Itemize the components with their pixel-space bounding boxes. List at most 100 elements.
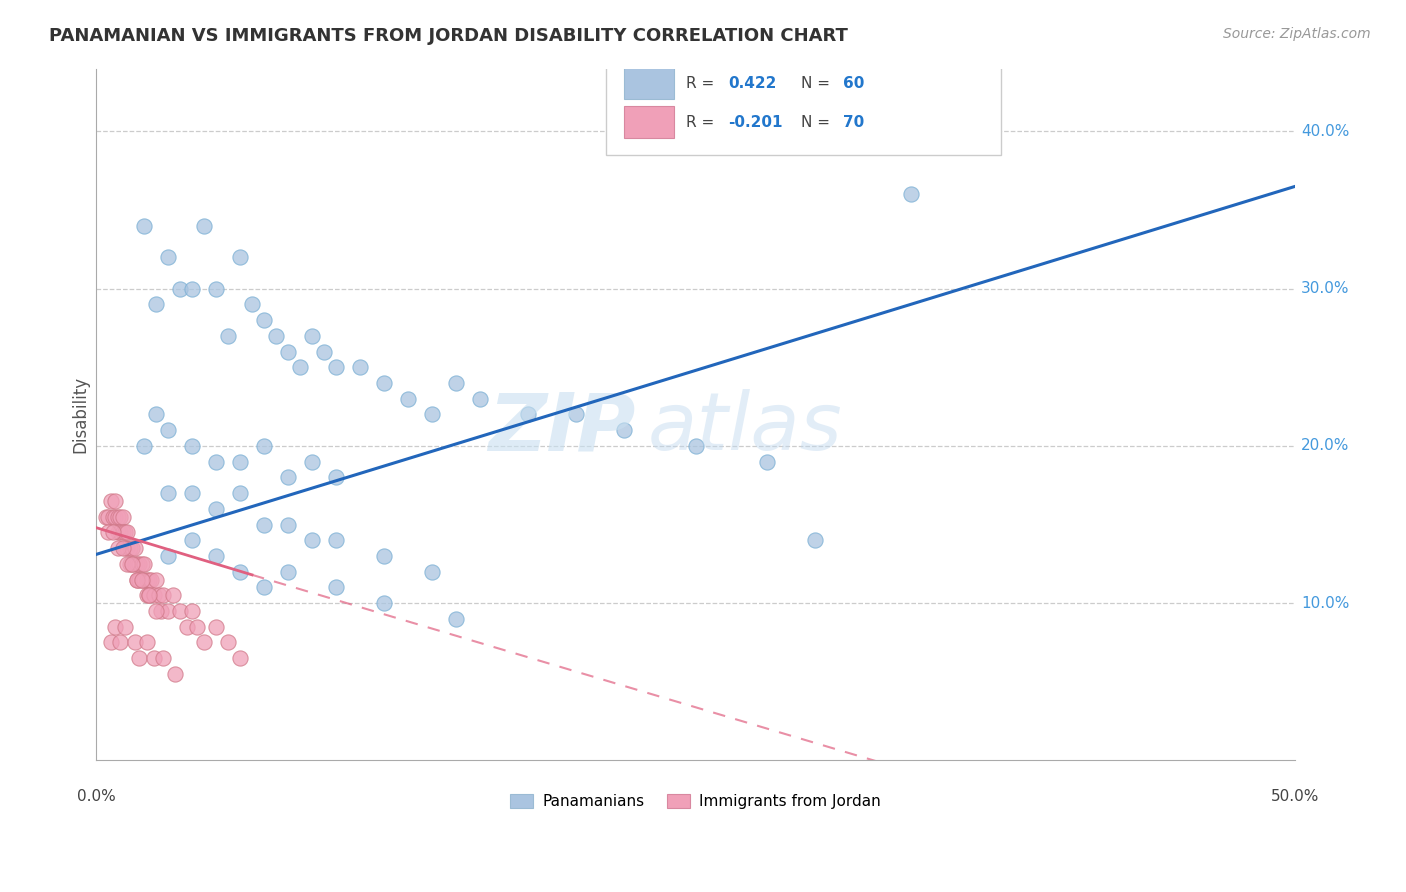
Point — [468, 392, 491, 406]
Point — [101, 509, 124, 524]
Point — [131, 573, 153, 587]
Point — [277, 517, 299, 532]
Point — [157, 486, 180, 500]
Point — [125, 557, 148, 571]
Point — [111, 509, 134, 524]
Point — [564, 408, 586, 422]
Point — [108, 635, 131, 649]
Point — [301, 455, 323, 469]
Text: PANAMANIAN VS IMMIGRANTS FROM JORDAN DISABILITY CORRELATION CHART: PANAMANIAN VS IMMIGRANTS FROM JORDAN DIS… — [49, 27, 848, 45]
Point — [312, 344, 335, 359]
Point — [145, 604, 167, 618]
Point — [277, 565, 299, 579]
Point — [613, 423, 636, 437]
Point — [420, 408, 443, 422]
Point — [107, 541, 129, 555]
Text: 30.0%: 30.0% — [1301, 281, 1350, 296]
Point — [229, 565, 252, 579]
Point — [111, 525, 134, 540]
Point — [205, 455, 228, 469]
Point — [685, 439, 707, 453]
Point — [229, 486, 252, 500]
Point — [301, 328, 323, 343]
Point — [217, 635, 239, 649]
Y-axis label: Disability: Disability — [72, 376, 89, 453]
Point — [205, 549, 228, 563]
Point — [124, 557, 146, 571]
Point — [104, 494, 127, 508]
Point — [349, 360, 371, 375]
Point — [253, 313, 276, 327]
Point — [104, 509, 127, 524]
Point — [186, 620, 208, 634]
Point — [301, 533, 323, 548]
Point — [149, 604, 172, 618]
Point — [804, 533, 827, 548]
Point — [94, 509, 117, 524]
Point — [420, 565, 443, 579]
Point — [325, 360, 347, 375]
Point — [277, 344, 299, 359]
Point — [97, 525, 120, 540]
Point — [181, 604, 204, 618]
Text: 60: 60 — [844, 76, 865, 91]
Point — [253, 439, 276, 453]
Point — [145, 573, 167, 587]
Text: N =: N = — [801, 114, 835, 129]
Point — [165, 666, 187, 681]
Point — [157, 549, 180, 563]
Point — [142, 651, 165, 665]
Point — [117, 525, 139, 540]
Point — [516, 408, 538, 422]
Point — [253, 517, 276, 532]
Point — [131, 557, 153, 571]
Point — [100, 635, 122, 649]
Point — [101, 525, 124, 540]
Point — [114, 620, 136, 634]
Point — [100, 494, 122, 508]
Point — [181, 282, 204, 296]
Point — [124, 635, 146, 649]
Point — [229, 651, 252, 665]
Point — [117, 541, 139, 555]
Point — [152, 588, 174, 602]
Text: 50.0%: 50.0% — [1271, 789, 1319, 804]
Point — [205, 620, 228, 634]
Point — [217, 328, 239, 343]
Text: ZIP: ZIP — [488, 389, 636, 467]
Point — [288, 360, 311, 375]
Point — [396, 392, 419, 406]
Point — [240, 297, 263, 311]
Point — [134, 219, 156, 233]
Point — [229, 455, 252, 469]
Point — [114, 541, 136, 555]
Text: -0.201: -0.201 — [728, 114, 782, 129]
Text: N =: N = — [801, 76, 835, 91]
Point — [148, 588, 170, 602]
Point — [900, 187, 922, 202]
Point — [205, 501, 228, 516]
Point — [107, 509, 129, 524]
Point — [264, 328, 287, 343]
Point — [325, 581, 347, 595]
Point — [157, 604, 180, 618]
Point — [111, 541, 134, 555]
Text: 70: 70 — [844, 114, 865, 129]
Point — [205, 282, 228, 296]
Point — [169, 604, 191, 618]
Point — [145, 408, 167, 422]
Point — [157, 250, 180, 264]
Point — [138, 588, 160, 602]
Point — [181, 533, 204, 548]
Legend: Panamanians, Immigrants from Jordan: Panamanians, Immigrants from Jordan — [503, 788, 887, 815]
Point — [444, 376, 467, 390]
Text: R =: R = — [686, 76, 718, 91]
Point — [121, 541, 143, 555]
Point — [134, 439, 156, 453]
FancyBboxPatch shape — [624, 106, 673, 138]
Point — [107, 525, 129, 540]
Point — [134, 573, 156, 587]
Point — [135, 588, 157, 602]
Point — [325, 533, 347, 548]
Point — [756, 455, 779, 469]
